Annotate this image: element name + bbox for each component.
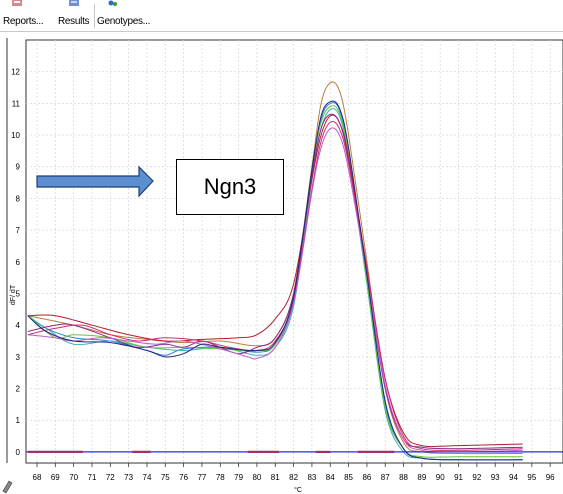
gene-annotation-box: Ngn3 bbox=[176, 159, 284, 215]
results-button[interactable]: Results bbox=[58, 0, 94, 30]
melt-curve-line bbox=[27, 114, 523, 448]
grid-lines bbox=[26, 40, 563, 463]
y-tick-label: 6 bbox=[16, 258, 21, 267]
reports-label: Reports... bbox=[3, 16, 44, 27]
x-tick-label: 77 bbox=[197, 473, 206, 482]
y-tick-label: 12 bbox=[11, 68, 20, 77]
x-tick-label: 76 bbox=[179, 473, 188, 482]
x-tick-label: 86 bbox=[362, 473, 371, 482]
genotypes-button[interactable]: Genotypes... bbox=[97, 0, 157, 30]
y-tick-label: 8 bbox=[16, 194, 21, 203]
melt-curve-line bbox=[27, 113, 523, 450]
y-tick-label: 3 bbox=[16, 353, 21, 362]
drag-handle-icon[interactable] bbox=[2, 480, 13, 494]
y-tick-label: 9 bbox=[16, 163, 21, 172]
y-tick-label: 0 bbox=[16, 448, 21, 457]
y-tick-label: 4 bbox=[16, 321, 21, 330]
x-tick-label: 68 bbox=[33, 473, 42, 482]
plot-area bbox=[25, 39, 563, 464]
x-tick-label: 82 bbox=[289, 473, 298, 482]
genotypes-label: Genotypes... bbox=[97, 16, 151, 27]
reports-icon bbox=[12, 0, 22, 6]
x-tick-label: 83 bbox=[307, 473, 316, 482]
x-tick-label: 94 bbox=[509, 473, 518, 482]
reports-button[interactable]: Reports... bbox=[3, 0, 53, 30]
y-tick-label: 11 bbox=[12, 99, 21, 108]
x-tick-label: 93 bbox=[491, 473, 500, 482]
x-tick-label: 70 bbox=[69, 473, 78, 482]
x-tick-label: 80 bbox=[252, 473, 261, 482]
x-tick-label: 81 bbox=[271, 473, 280, 482]
x-tick-label: 69 bbox=[51, 473, 60, 482]
x-tick-label: 91 bbox=[454, 473, 463, 482]
x-tick-label: 74 bbox=[143, 473, 152, 482]
x-tick-label: 71 bbox=[88, 473, 97, 482]
x-tick-label: 84 bbox=[326, 473, 335, 482]
y-tick-label: 2 bbox=[16, 385, 21, 394]
melt-curve-line bbox=[27, 127, 523, 453]
x-tick-label: 75 bbox=[161, 473, 170, 482]
genotypes-icon bbox=[108, 0, 117, 6]
x-axis-label: °C bbox=[294, 486, 302, 494]
x-tick-label: 90 bbox=[436, 473, 445, 482]
x-tick-label: 78 bbox=[216, 473, 225, 482]
x-tick-label: 96 bbox=[546, 473, 555, 482]
x-tick-label: 88 bbox=[399, 473, 408, 482]
y-tick-label: 10 bbox=[11, 131, 20, 140]
x-tick-label: 85 bbox=[344, 473, 353, 482]
x-tick-label: 73 bbox=[124, 473, 133, 482]
melt-curve-line bbox=[27, 100, 523, 461]
arrow-shape bbox=[36, 165, 154, 198]
y-tick-label: 5 bbox=[16, 289, 21, 298]
y-tick-label: 7 bbox=[16, 226, 21, 235]
x-tick-label: 95 bbox=[527, 473, 536, 482]
y-axis-label: dF/ dT bbox=[10, 284, 17, 305]
toolbar: Reports... Results Genotypes... bbox=[0, 0, 563, 32]
toolbar-separator bbox=[94, 4, 95, 28]
x-tick-label: 87 bbox=[381, 473, 390, 482]
results-icon bbox=[69, 0, 79, 6]
x-axis-ticks: 68 69 70 71 72 73 74 75 76 77 78 79 80 81 82 83 84 85 86 87… bbox=[33, 463, 555, 482]
y-tick-label: 1 bbox=[16, 416, 21, 425]
x-tick-label: 89 bbox=[417, 473, 426, 482]
melt-curves bbox=[26, 81, 563, 461]
results-label: Results bbox=[58, 16, 90, 27]
x-tick-label: 92 bbox=[472, 473, 481, 482]
x-tick-label: 79 bbox=[234, 473, 243, 482]
gene-annotation-text: Ngn3 bbox=[203, 174, 257, 199]
x-tick-label: 72 bbox=[106, 473, 115, 482]
